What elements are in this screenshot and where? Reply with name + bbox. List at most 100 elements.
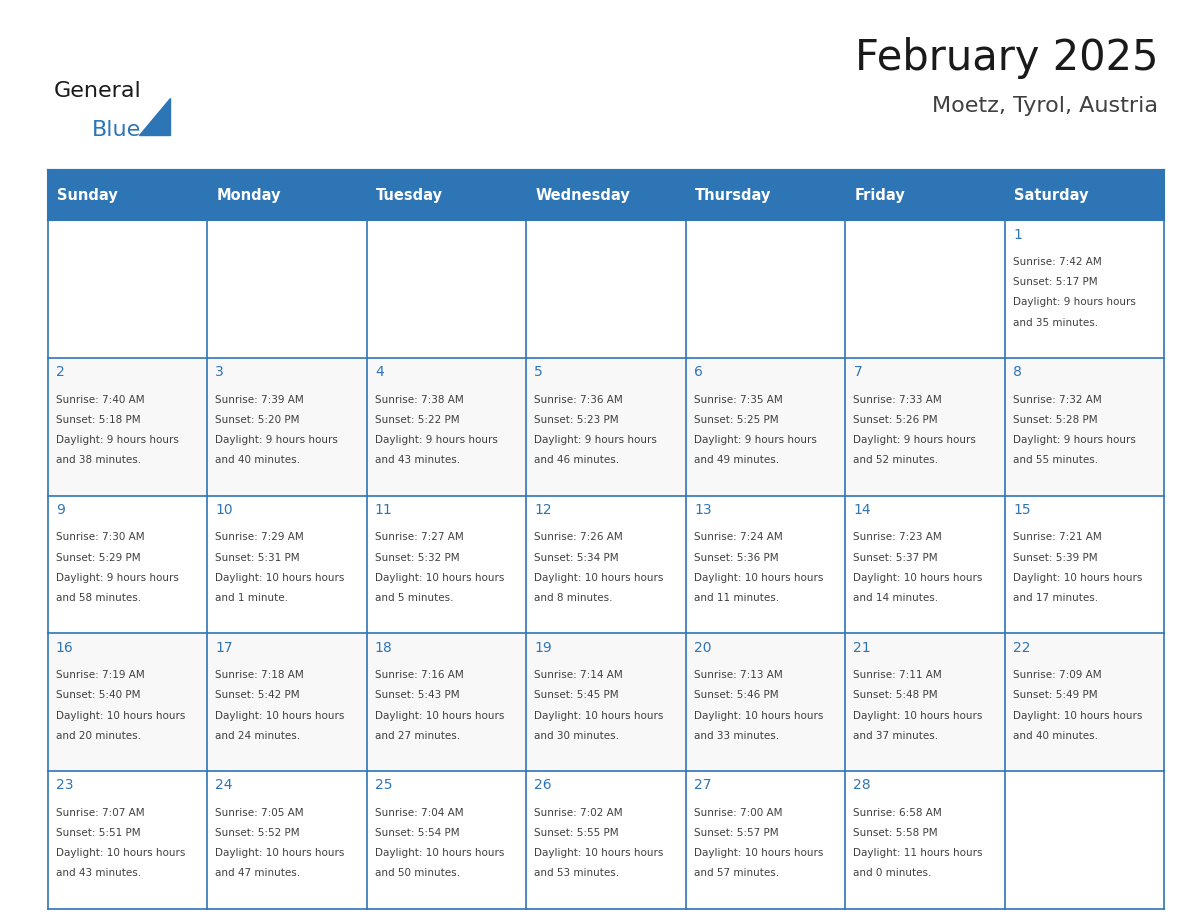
- Bar: [48, 170, 1164, 220]
- Text: Sunset: 5:32 PM: Sunset: 5:32 PM: [375, 553, 460, 563]
- Text: 21: 21: [853, 641, 871, 655]
- Text: Daylight: 9 hours hours: Daylight: 9 hours hours: [1013, 435, 1136, 445]
- Text: 2: 2: [56, 365, 64, 379]
- Text: Daylight: 10 hours hours: Daylight: 10 hours hours: [853, 711, 982, 721]
- Text: and 46 minutes.: and 46 minutes.: [535, 455, 620, 465]
- Text: and 27 minutes.: and 27 minutes.: [375, 731, 460, 741]
- Text: 9: 9: [56, 503, 64, 517]
- Text: Sunrise: 7:29 AM: Sunrise: 7:29 AM: [215, 532, 304, 543]
- Text: 25: 25: [375, 778, 392, 792]
- Text: Sunrise: 7:26 AM: Sunrise: 7:26 AM: [535, 532, 624, 543]
- Text: and 1 minute.: and 1 minute.: [215, 593, 289, 603]
- Text: Daylight: 10 hours hours: Daylight: 10 hours hours: [56, 711, 185, 721]
- Text: and 47 minutes.: and 47 minutes.: [215, 868, 301, 879]
- Text: Sunset: 5:52 PM: Sunset: 5:52 PM: [215, 828, 301, 838]
- Text: Sunrise: 7:14 AM: Sunrise: 7:14 AM: [535, 670, 624, 680]
- Text: Sunset: 5:36 PM: Sunset: 5:36 PM: [694, 553, 778, 563]
- Text: 18: 18: [375, 641, 393, 655]
- Text: Sunrise: 7:40 AM: Sunrise: 7:40 AM: [56, 395, 145, 405]
- Text: 6: 6: [694, 365, 703, 379]
- Text: Sunset: 5:43 PM: Sunset: 5:43 PM: [375, 690, 460, 700]
- Text: 5: 5: [535, 365, 543, 379]
- Text: Sunrise: 7:07 AM: Sunrise: 7:07 AM: [56, 808, 145, 818]
- Text: 4: 4: [375, 365, 384, 379]
- Text: Daylight: 10 hours hours: Daylight: 10 hours hours: [694, 711, 823, 721]
- Text: Daylight: 10 hours hours: Daylight: 10 hours hours: [1013, 573, 1143, 583]
- Text: Daylight: 9 hours hours: Daylight: 9 hours hours: [56, 573, 178, 583]
- Text: Sunset: 5:23 PM: Sunset: 5:23 PM: [535, 415, 619, 425]
- Text: and 58 minutes.: and 58 minutes.: [56, 593, 141, 603]
- Text: Sunrise: 7:13 AM: Sunrise: 7:13 AM: [694, 670, 783, 680]
- Text: Sunrise: 7:36 AM: Sunrise: 7:36 AM: [535, 395, 624, 405]
- Text: Saturday: Saturday: [1015, 187, 1088, 203]
- Text: Sunset: 5:51 PM: Sunset: 5:51 PM: [56, 828, 140, 838]
- Text: Sunrise: 7:05 AM: Sunrise: 7:05 AM: [215, 808, 304, 818]
- Text: General: General: [53, 81, 141, 101]
- Text: Sunset: 5:37 PM: Sunset: 5:37 PM: [853, 553, 939, 563]
- Text: Sunrise: 7:32 AM: Sunrise: 7:32 AM: [1013, 395, 1101, 405]
- Text: Sunset: 5:25 PM: Sunset: 5:25 PM: [694, 415, 778, 425]
- Text: Daylight: 10 hours hours: Daylight: 10 hours hours: [694, 573, 823, 583]
- Text: Daylight: 10 hours hours: Daylight: 10 hours hours: [535, 573, 664, 583]
- Text: 11: 11: [375, 503, 393, 517]
- Text: Blue: Blue: [91, 119, 140, 140]
- Text: Sunset: 5:17 PM: Sunset: 5:17 PM: [1013, 277, 1098, 287]
- Text: and 40 minutes.: and 40 minutes.: [215, 455, 301, 465]
- Text: 13: 13: [694, 503, 712, 517]
- Text: 27: 27: [694, 778, 712, 792]
- Text: and 57 minutes.: and 57 minutes.: [694, 868, 779, 879]
- Text: Daylight: 10 hours hours: Daylight: 10 hours hours: [375, 573, 504, 583]
- Text: and 49 minutes.: and 49 minutes.: [694, 455, 779, 465]
- Text: Sunset: 5:28 PM: Sunset: 5:28 PM: [1013, 415, 1098, 425]
- Text: Sunrise: 7:24 AM: Sunrise: 7:24 AM: [694, 532, 783, 543]
- Text: and 43 minutes.: and 43 minutes.: [375, 455, 460, 465]
- Text: and 52 minutes.: and 52 minutes.: [853, 455, 939, 465]
- Text: 23: 23: [56, 778, 74, 792]
- Text: 3: 3: [215, 365, 225, 379]
- Text: Daylight: 10 hours hours: Daylight: 10 hours hours: [215, 711, 345, 721]
- Text: Daylight: 10 hours hours: Daylight: 10 hours hours: [215, 848, 345, 858]
- Text: Daylight: 10 hours hours: Daylight: 10 hours hours: [535, 848, 664, 858]
- Text: Moetz, Tyrol, Austria: Moetz, Tyrol, Austria: [933, 96, 1158, 117]
- Text: Sunset: 5:29 PM: Sunset: 5:29 PM: [56, 553, 140, 563]
- Polygon shape: [139, 98, 170, 135]
- Text: and 30 minutes.: and 30 minutes.: [535, 731, 619, 741]
- Bar: [48, 633, 1164, 771]
- Text: Sunset: 5:49 PM: Sunset: 5:49 PM: [1013, 690, 1098, 700]
- Bar: [48, 220, 1164, 358]
- Text: and 40 minutes.: and 40 minutes.: [1013, 731, 1098, 741]
- Text: 12: 12: [535, 503, 552, 517]
- Text: Sunset: 5:18 PM: Sunset: 5:18 PM: [56, 415, 140, 425]
- Text: Sunrise: 7:16 AM: Sunrise: 7:16 AM: [375, 670, 463, 680]
- Text: Thursday: Thursday: [695, 187, 771, 203]
- Text: Sunset: 5:57 PM: Sunset: 5:57 PM: [694, 828, 778, 838]
- Text: 17: 17: [215, 641, 233, 655]
- Text: and 24 minutes.: and 24 minutes.: [215, 731, 301, 741]
- Text: Monday: Monday: [216, 187, 282, 203]
- Text: Wednesday: Wednesday: [536, 187, 631, 203]
- Text: February 2025: February 2025: [855, 37, 1158, 79]
- Bar: [48, 771, 1164, 909]
- Text: Sunset: 5:31 PM: Sunset: 5:31 PM: [215, 553, 301, 563]
- Text: 14: 14: [853, 503, 871, 517]
- Text: Sunrise: 6:58 AM: Sunrise: 6:58 AM: [853, 808, 942, 818]
- Text: Sunset: 5:58 PM: Sunset: 5:58 PM: [853, 828, 939, 838]
- Text: and 20 minutes.: and 20 minutes.: [56, 731, 141, 741]
- Text: Daylight: 10 hours hours: Daylight: 10 hours hours: [853, 573, 982, 583]
- Text: Sunrise: 7:35 AM: Sunrise: 7:35 AM: [694, 395, 783, 405]
- Text: and 0 minutes.: and 0 minutes.: [853, 868, 931, 879]
- Text: Daylight: 9 hours hours: Daylight: 9 hours hours: [375, 435, 498, 445]
- Text: Sunset: 5:40 PM: Sunset: 5:40 PM: [56, 690, 140, 700]
- Text: Sunrise: 7:18 AM: Sunrise: 7:18 AM: [215, 670, 304, 680]
- Text: and 14 minutes.: and 14 minutes.: [853, 593, 939, 603]
- Text: and 43 minutes.: and 43 minutes.: [56, 868, 141, 879]
- Text: Sunrise: 7:09 AM: Sunrise: 7:09 AM: [1013, 670, 1101, 680]
- Text: Sunrise: 7:33 AM: Sunrise: 7:33 AM: [853, 395, 942, 405]
- Text: and 38 minutes.: and 38 minutes.: [56, 455, 141, 465]
- Text: Sunset: 5:20 PM: Sunset: 5:20 PM: [215, 415, 299, 425]
- Text: Sunday: Sunday: [57, 187, 118, 203]
- Text: Daylight: 10 hours hours: Daylight: 10 hours hours: [535, 711, 664, 721]
- Text: and 33 minutes.: and 33 minutes.: [694, 731, 779, 741]
- Text: Sunset: 5:54 PM: Sunset: 5:54 PM: [375, 828, 460, 838]
- Text: and 5 minutes.: and 5 minutes.: [375, 593, 454, 603]
